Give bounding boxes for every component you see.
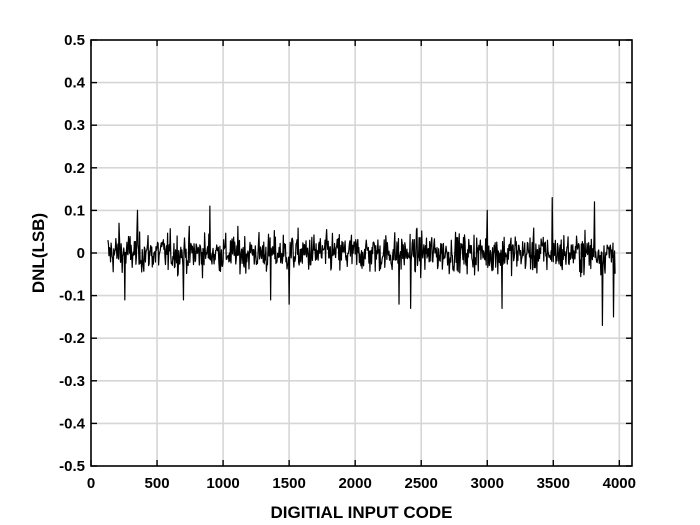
x-tick-label: 1500 (272, 475, 305, 492)
y-tick-label: 0 (77, 245, 85, 262)
x-tick-label: 2000 (338, 475, 371, 492)
y-tick-label: -0.1 (59, 288, 85, 305)
y-tick-label: 0.4 (64, 75, 86, 92)
x-tick-label: 1000 (206, 475, 239, 492)
axis-ticks: 0 500 1000 1500 2000 2500 3000 3500 4000 0.5 0.4 0.… (59, 32, 636, 492)
x-axis-label: DIGITIAL INPUT CODE (271, 503, 453, 522)
y-axis-label: DNL(LSB) (29, 213, 48, 293)
dnl-series-line (107, 197, 616, 327)
x-tick-label: 0 (87, 475, 95, 492)
y-tick-label: -0.2 (59, 330, 85, 347)
x-tick-label: 4000 (603, 475, 636, 492)
x-tick-label: 500 (145, 475, 170, 492)
x-tick-label: 2500 (405, 475, 438, 492)
y-tick-label: 0.5 (64, 32, 85, 49)
y-tick-label: 0.2 (64, 160, 85, 177)
y-tick-label: -0.5 (59, 458, 85, 475)
y-tick-label: -0.4 (59, 415, 86, 432)
x-tick-label: 3500 (537, 475, 570, 492)
y-tick-label: 0.3 (64, 117, 85, 134)
y-tick-label: -0.3 (59, 373, 85, 390)
y-tick-label: 0.1 (64, 202, 85, 219)
x-tick-label: 3000 (471, 475, 504, 492)
